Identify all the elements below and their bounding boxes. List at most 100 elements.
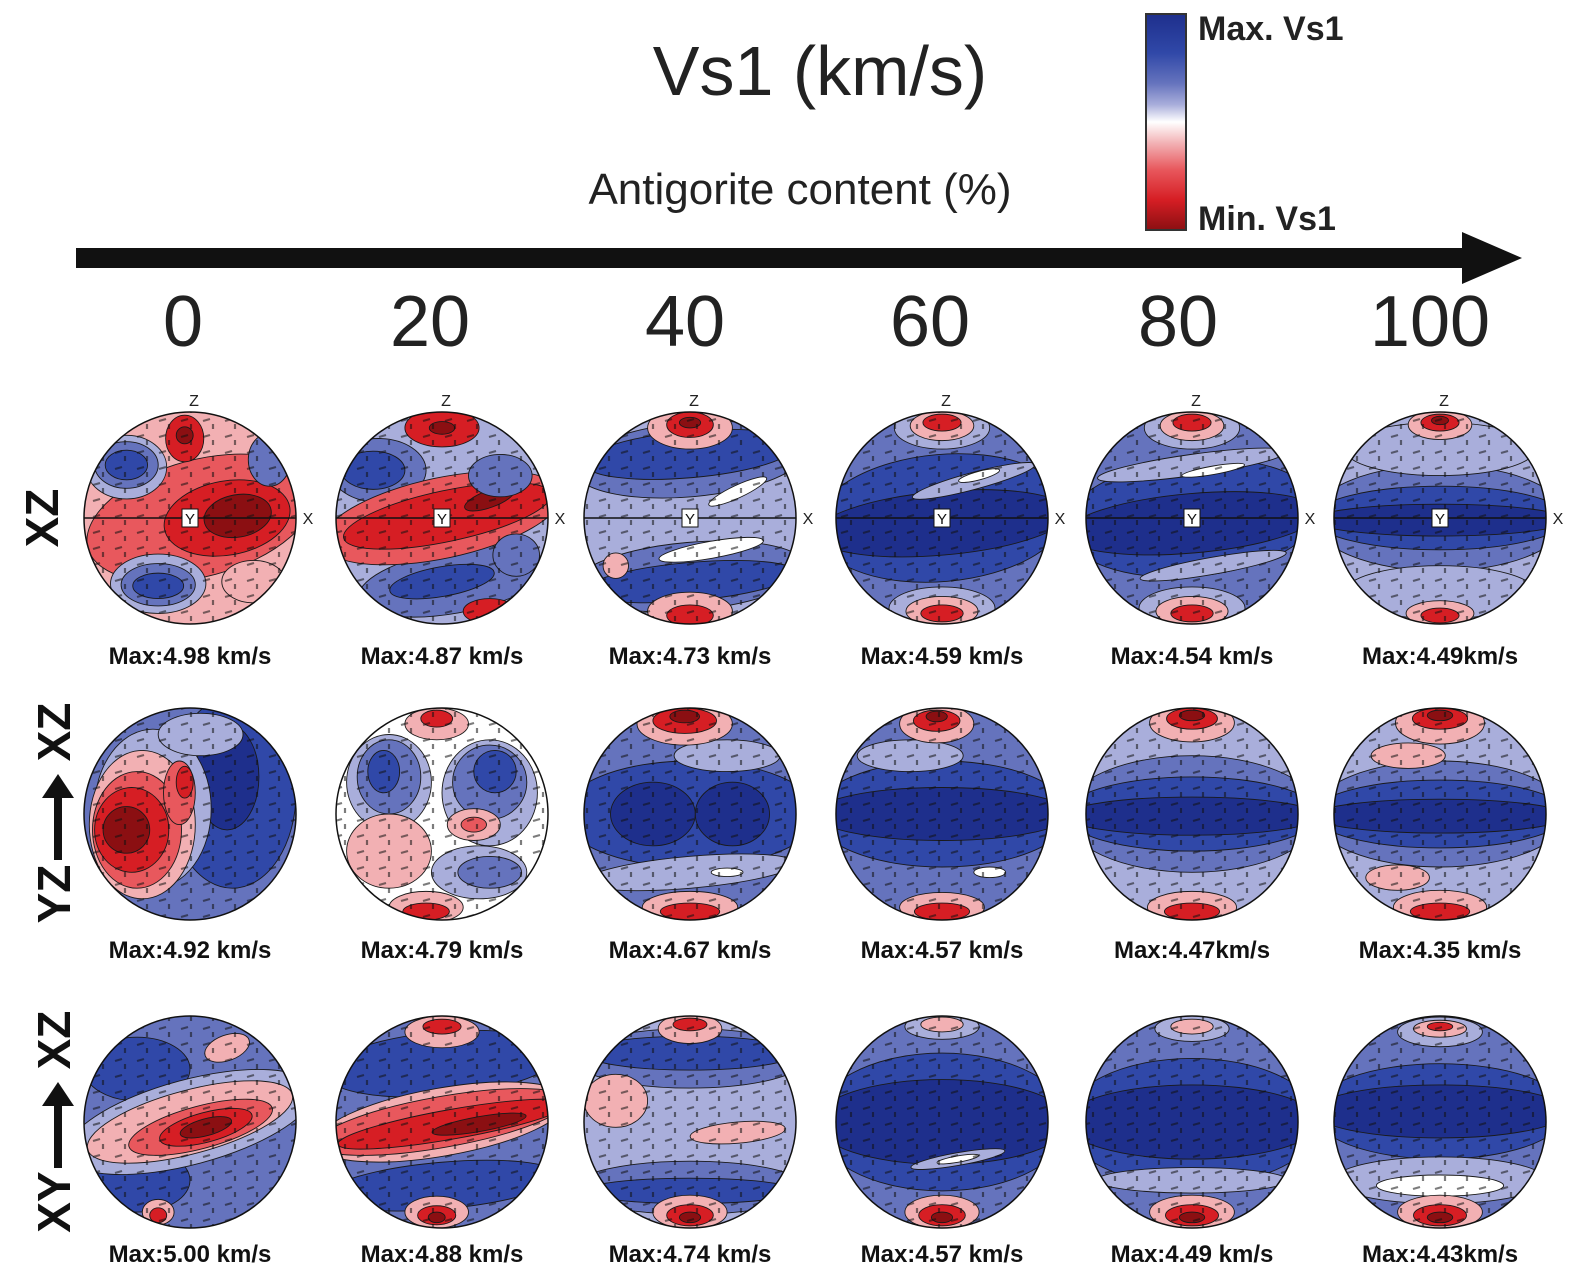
max-vs1-label: Max:4.47km/s	[1114, 937, 1270, 964]
pole-figure-r1-c1: Z X Y Max:4.98 km/s	[83, 393, 314, 670]
pole-figure-contours	[836, 708, 1048, 920]
antigorite-tick-40: 40	[645, 282, 725, 362]
polarization-ticks	[584, 1016, 796, 1228]
polarization-ticks	[84, 1016, 296, 1228]
pole-figure-outline	[335, 1015, 549, 1229]
max-vs1-label: Max:4.43km/s	[1362, 1241, 1518, 1268]
pole-figure-outline	[583, 1015, 797, 1229]
max-vs1-label: Max:4.49 km/s	[1111, 1241, 1274, 1268]
row-label-from: XY	[28, 1171, 80, 1232]
x-axis-label: X	[803, 511, 814, 528]
x-axis-label: X	[1055, 511, 1066, 528]
polarization-ticks	[1086, 708, 1298, 920]
pole-figure-outline	[1085, 707, 1299, 921]
max-vs1-label: Max:4.79 km/s	[361, 937, 524, 964]
pole-figure-contours	[84, 708, 296, 920]
max-vs1-label: Max:4.57 km/s	[861, 937, 1024, 964]
z-axis-label: Z	[1439, 393, 1449, 410]
polarization-ticks	[584, 708, 796, 920]
pole-figure-contours	[336, 1016, 548, 1228]
max-vs1-label: Max:4.57 km/s	[861, 1241, 1024, 1268]
pole-figure-r2-c1: Max:4.92 km/s	[83, 707, 297, 964]
z-axis-label: Z	[189, 393, 199, 410]
y-axis-marker	[681, 508, 699, 528]
pole-figure-outline	[1333, 707, 1547, 921]
pole-figure-r1-c5: Z X Y Max:4.54 km/s	[1085, 393, 1316, 670]
pole-figure-contours	[1086, 708, 1298, 920]
antigorite-tick-20: 20	[390, 282, 470, 362]
row-label-to: XZ	[28, 703, 80, 762]
polarization-ticks	[1086, 1016, 1298, 1228]
max-vs1-label: Max:4.92 km/s	[109, 937, 272, 964]
max-vs1-label: Max:4.74 km/s	[609, 1241, 772, 1268]
z-axis-label: Z	[689, 393, 699, 410]
y-axis-marker	[181, 508, 199, 528]
row-label-xy-to-xz: XY XZ	[28, 1011, 80, 1233]
antigorite-tick-60: 60	[890, 282, 970, 362]
colorbar	[1145, 13, 1187, 231]
x-axis-label: X	[555, 511, 566, 528]
pole-figure-contours	[584, 708, 796, 920]
x-axis-label: X	[1553, 511, 1564, 528]
max-vs1-label: Max:4.67 km/s	[609, 937, 772, 964]
y-axis-marker	[433, 508, 451, 528]
colorbar-min-label: Min. Vs1	[1198, 200, 1336, 238]
pole-figure-contours	[584, 1016, 796, 1228]
polarization-ticks	[336, 708, 548, 920]
pole-figure-r3-c6: Max:4.43km/s	[1333, 1015, 1547, 1268]
pole-figure-r1-c3: Z X Y Max:4.73 km/s	[583, 393, 814, 670]
pole-figure-contours	[836, 1016, 1048, 1228]
polarization-ticks	[836, 708, 1048, 920]
y-axis-label: Y	[685, 511, 695, 528]
max-vs1-label: Max:4.59 km/s	[861, 643, 1024, 670]
max-vs1-label: Max:4.87 km/s	[361, 643, 524, 670]
pole-figure-outline	[835, 707, 1049, 921]
row-label-arrow-head	[42, 774, 74, 798]
pole-figure-r2-c5: Max:4.47km/s	[1085, 707, 1299, 964]
pole-figure-r3-c1: Max:5.00 km/s	[83, 1015, 297, 1268]
axis-subtitle: Antigorite content (%)	[588, 165, 1011, 214]
polarization-ticks	[1334, 1016, 1546, 1228]
row-label-to: XZ	[28, 1011, 80, 1070]
antigorite-tick-0: 0	[163, 282, 203, 362]
row-label-arrow-head	[42, 1082, 74, 1106]
y-axis-label: Y	[1187, 511, 1197, 528]
pole-figure-outline	[335, 707, 549, 921]
row-label-arrow-shaft	[54, 1104, 62, 1168]
antigorite-tick-100: 100	[1370, 282, 1490, 362]
row-label-from: YZ	[28, 865, 80, 924]
pole-figure-outline	[83, 707, 297, 921]
z-axis-label: Z	[441, 393, 451, 410]
pole-figure-outline	[1333, 1015, 1547, 1229]
pole-figures: Z X Y Max:4.98 km/s Z X Y Max:4.87 km/s Z X Y Max:4…	[83, 393, 1564, 1268]
y-axis-label: Y	[185, 511, 195, 528]
pole-figure-contours	[1334, 708, 1546, 920]
max-vs1-label: Max:4.98 km/s	[109, 643, 272, 670]
y-axis-label: Y	[937, 511, 947, 528]
pole-figure-contours	[1086, 1016, 1298, 1228]
x-axis-label: X	[303, 511, 314, 528]
max-vs1-label: Max:4.73 km/s	[609, 643, 772, 670]
pole-figure-r2-c6: Max:4.35 km/s	[1333, 707, 1547, 964]
polarization-ticks	[1334, 708, 1546, 920]
pole-figure-r1-c6: Z X Y Max:4.49km/s	[1333, 393, 1564, 670]
z-axis-label: Z	[941, 393, 951, 410]
pole-figure-r3-c4: Max:4.57 km/s	[835, 1015, 1049, 1268]
pole-figure-r1-c2: Z X Y Max:4.87 km/s	[335, 393, 566, 670]
row-label-xz: XZ	[16, 489, 68, 548]
max-vs1-label: Max:5.00 km/s	[109, 1241, 272, 1268]
z-axis-label: Z	[1191, 393, 1201, 410]
figure-title: Vs1 (km/s)	[653, 32, 987, 110]
polarization-ticks	[836, 1016, 1048, 1228]
y-axis-marker	[933, 508, 951, 528]
antigorite-arrow-shaft	[76, 248, 1471, 268]
pole-figure-r3-c3: Max:4.74 km/s	[583, 1015, 797, 1268]
pole-figure-contours	[1334, 1016, 1546, 1228]
pole-figure-r2-c3: Max:4.67 km/s	[583, 707, 797, 964]
max-vs1-label: Max:4.88 km/s	[361, 1241, 524, 1268]
pole-figure-r1-c4: Z X Y Max:4.59 km/s	[835, 393, 1066, 670]
x-axis-label: X	[1305, 511, 1316, 528]
pole-figure-outline	[1085, 1015, 1299, 1229]
row-label-yz-to-xz: YZ XZ	[28, 703, 80, 924]
